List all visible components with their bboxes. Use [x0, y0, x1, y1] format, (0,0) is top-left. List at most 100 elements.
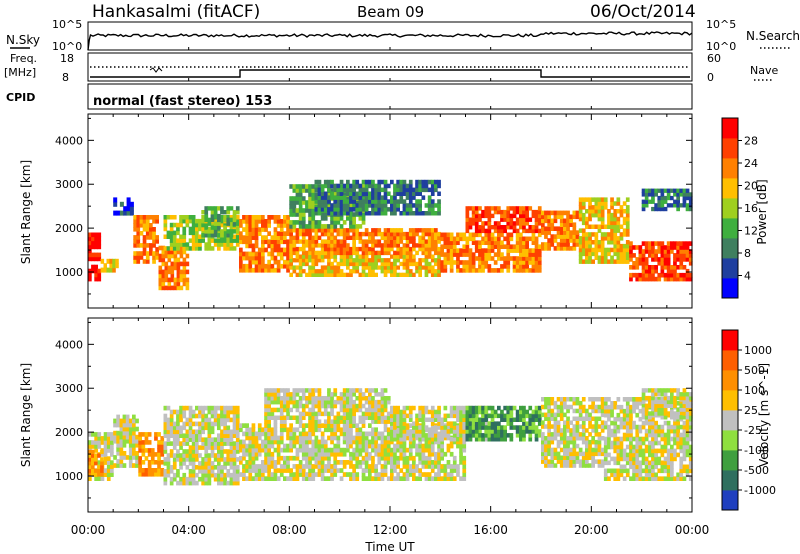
power-cell [377, 191, 382, 196]
velocity-cell [408, 433, 413, 438]
velocity-cell [537, 413, 542, 419]
velocity-cell [248, 460, 253, 465]
power-cell [185, 285, 190, 291]
power-cell [339, 254, 344, 259]
velocity-cell [430, 405, 435, 411]
velocity-cell [311, 431, 316, 437]
power-cell [311, 272, 316, 277]
velocity-cell [364, 415, 369, 420]
velocity-cell [559, 439, 564, 445]
velocity-cell [122, 442, 127, 448]
velocity-cell [342, 447, 347, 453]
power-cell [172, 246, 177, 251]
power-cell [333, 258, 338, 263]
velocity-cell [119, 426, 124, 432]
velocity-cell [522, 417, 526, 422]
power-cell [688, 249, 693, 254]
velocity-cell [163, 461, 168, 466]
velocity-cell [506, 405, 511, 411]
power-cell [493, 236, 498, 242]
velocity-cell [270, 388, 275, 393]
power-cell [320, 207, 325, 212]
velocity-cell [229, 429, 234, 435]
velocity-cell [257, 468, 262, 473]
velocity-cell [490, 437, 495, 442]
power-cell [522, 252, 526, 257]
velocity-cell [210, 421, 215, 427]
power-cell [654, 257, 658, 262]
velocity-cell [286, 455, 290, 461]
velocity-cell [119, 438, 124, 444]
power-cell [632, 261, 636, 266]
power-cell [298, 212, 303, 217]
velocity-cell [399, 439, 404, 445]
power-cell [155, 215, 159, 220]
power-cell [657, 276, 662, 282]
power-cell [676, 265, 680, 270]
power-cell [286, 239, 290, 245]
power-cell [468, 264, 473, 269]
velocity-cell [330, 423, 334, 428]
power-cell [512, 228, 517, 234]
velocity-cell [452, 433, 457, 438]
power-cell [292, 258, 297, 263]
power-cell [261, 267, 265, 273]
velocity-cell [217, 417, 221, 423]
power-cell [651, 206, 655, 212]
power-cell [229, 215, 234, 220]
power-cell [267, 219, 271, 224]
velocity-cell [339, 460, 344, 465]
power-cell [396, 203, 400, 208]
power-cell [456, 264, 460, 269]
power-cell [629, 253, 633, 258]
power-cell [427, 239, 432, 244]
power-cell [657, 261, 662, 266]
power-cell [167, 277, 172, 283]
velocity-cell [295, 464, 300, 469]
velocity-cell [88, 468, 92, 473]
velocity-cell [182, 461, 187, 466]
velocity-cell [314, 423, 319, 428]
power-cell [383, 243, 388, 248]
velocity-cell [468, 417, 473, 422]
power-cell [418, 187, 422, 193]
velocity-cell [575, 428, 580, 433]
power-cell [289, 224, 293, 229]
velocity-cell [556, 397, 561, 402]
velocity-cell [377, 431, 382, 437]
velocity-cell [122, 414, 127, 420]
power-cell [421, 235, 426, 240]
power-cell [292, 196, 297, 201]
power-cell [525, 268, 529, 273]
power-cell [88, 236, 92, 242]
velocity-cell [245, 468, 249, 473]
power-cell [149, 235, 153, 240]
velocity-cell [191, 409, 196, 415]
velocity-cell [377, 447, 382, 453]
velocity-cell [289, 476, 293, 481]
velocity-cell [594, 420, 599, 425]
velocity-cell [132, 455, 136, 460]
velocity-cell [383, 403, 388, 409]
velocity-cell [276, 388, 281, 393]
power-cell [471, 260, 476, 265]
velocity-cell [440, 464, 444, 469]
velocity-cell [176, 472, 180, 478]
power-cell [519, 240, 523, 245]
velocity-cell [412, 464, 416, 469]
power-cell [581, 201, 586, 206]
velocity-cell [443, 429, 448, 434]
velocity-cell [547, 459, 551, 464]
velocity-cell [390, 413, 394, 419]
velocity-cell [572, 459, 577, 464]
power-cell [673, 261, 677, 266]
power-cell [314, 184, 319, 189]
power-cell [142, 251, 147, 256]
velocity-cell [380, 435, 385, 441]
velocity-cell [424, 443, 429, 449]
power-cell [311, 220, 316, 225]
power-cell [323, 216, 328, 221]
velocity-cell [415, 443, 419, 449]
power-cell [525, 217, 529, 222]
power-cell [349, 195, 353, 200]
